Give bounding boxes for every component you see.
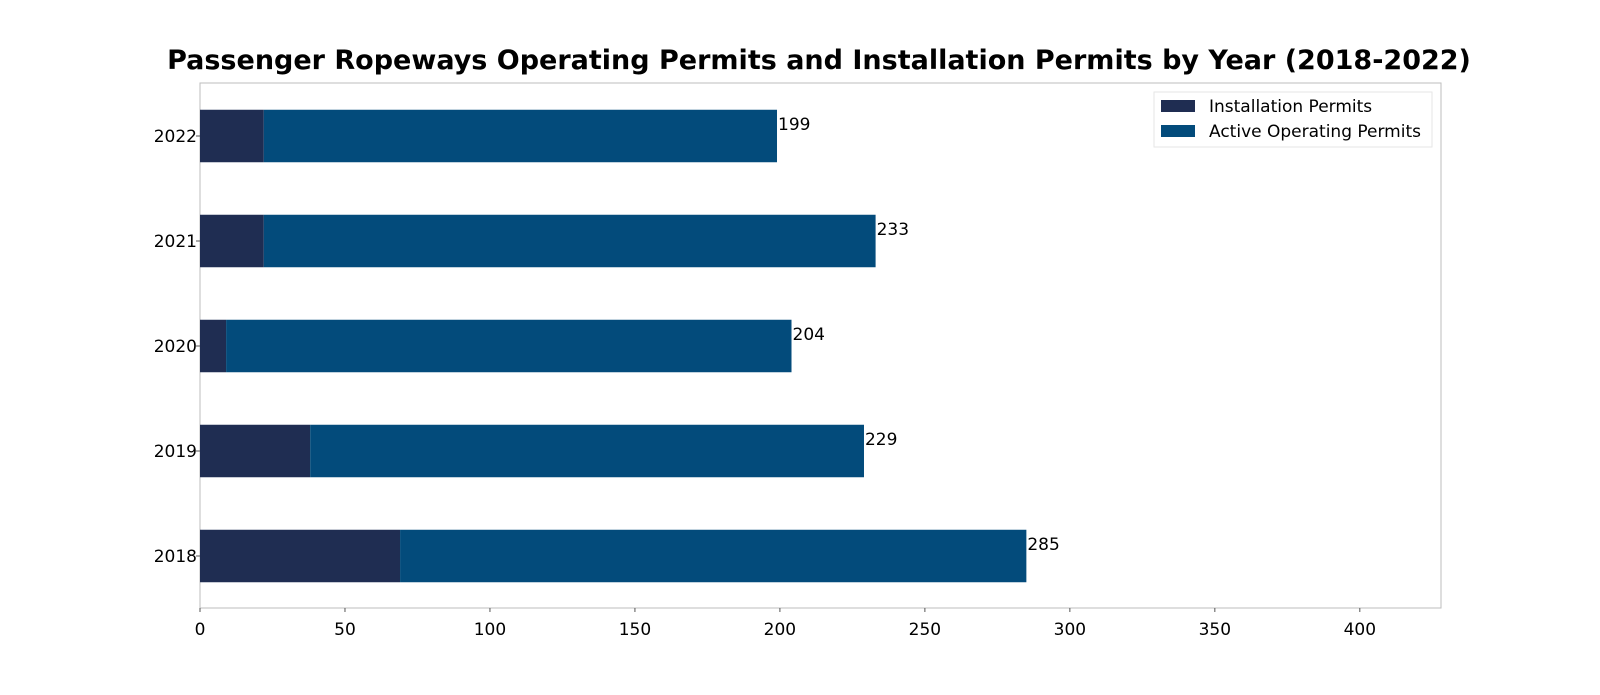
y-tick-label-2019: 2019 [154, 442, 197, 462]
bar-installation-permits-2018 [200, 529, 401, 583]
x-axis-ticks: 0 50 100 150 200 250 300 350 400 [195, 608, 1376, 640]
x-tick-label-150: 150 [619, 620, 651, 640]
legend-swatch-installation-permits [1161, 100, 1195, 112]
data-label-2022: 199 [778, 115, 810, 135]
legend-label-installation-permits: Installation Permits [1209, 97, 1372, 117]
y-tick-label-2018: 2018 [154, 547, 197, 567]
x-tick-label-0: 0 [195, 620, 206, 640]
x-tick-label-250: 250 [909, 620, 941, 640]
x-tick-label-300: 300 [1054, 620, 1086, 640]
x-tick-label-350: 350 [1199, 620, 1231, 640]
legend-box [1153, 91, 1433, 148]
bar-active-operating-permits-2021 [263, 214, 876, 268]
x-tick-label-400: 400 [1344, 620, 1376, 640]
bars-group [200, 109, 1027, 583]
data-label-2020: 204 [793, 325, 825, 345]
legend: Installation Permits Active Operating Per… [1153, 91, 1433, 148]
y-tick-label-2022: 2022 [154, 127, 197, 147]
bar-active-operating-permits-2018 [400, 529, 1027, 583]
data-label-2021: 233 [877, 220, 909, 240]
y-tick-label-2021: 2021 [154, 232, 197, 252]
bar-active-operating-permits-2022 [263, 109, 778, 163]
bar-installation-permits-2021 [200, 214, 264, 268]
y-tick-label-2020: 2020 [154, 337, 197, 357]
x-tick-label-100: 100 [474, 620, 506, 640]
data-labels-group: 285 229 204 233 199 [778, 115, 1060, 555]
bar-active-operating-permits-2020 [226, 319, 792, 373]
x-tick-label-200: 200 [764, 620, 796, 640]
bar-installation-permits-2019 [200, 424, 311, 478]
data-label-2018: 285 [1027, 535, 1059, 555]
legend-label-active-operating-permits: Active Operating Permits [1209, 122, 1421, 142]
bar-active-operating-permits-2019 [310, 424, 864, 478]
y-axis-ticks: 2018 2019 2020 2021 2022 [154, 127, 200, 567]
bar-installation-permits-2020 [200, 319, 227, 373]
data-label-2019: 229 [865, 430, 897, 450]
chart-title: Passenger Ropeways Operating Permits and… [167, 45, 1471, 76]
x-tick-label-50: 50 [334, 620, 356, 640]
legend-swatch-active-operating-permits [1161, 125, 1195, 137]
bar-installation-permits-2022 [200, 109, 264, 163]
